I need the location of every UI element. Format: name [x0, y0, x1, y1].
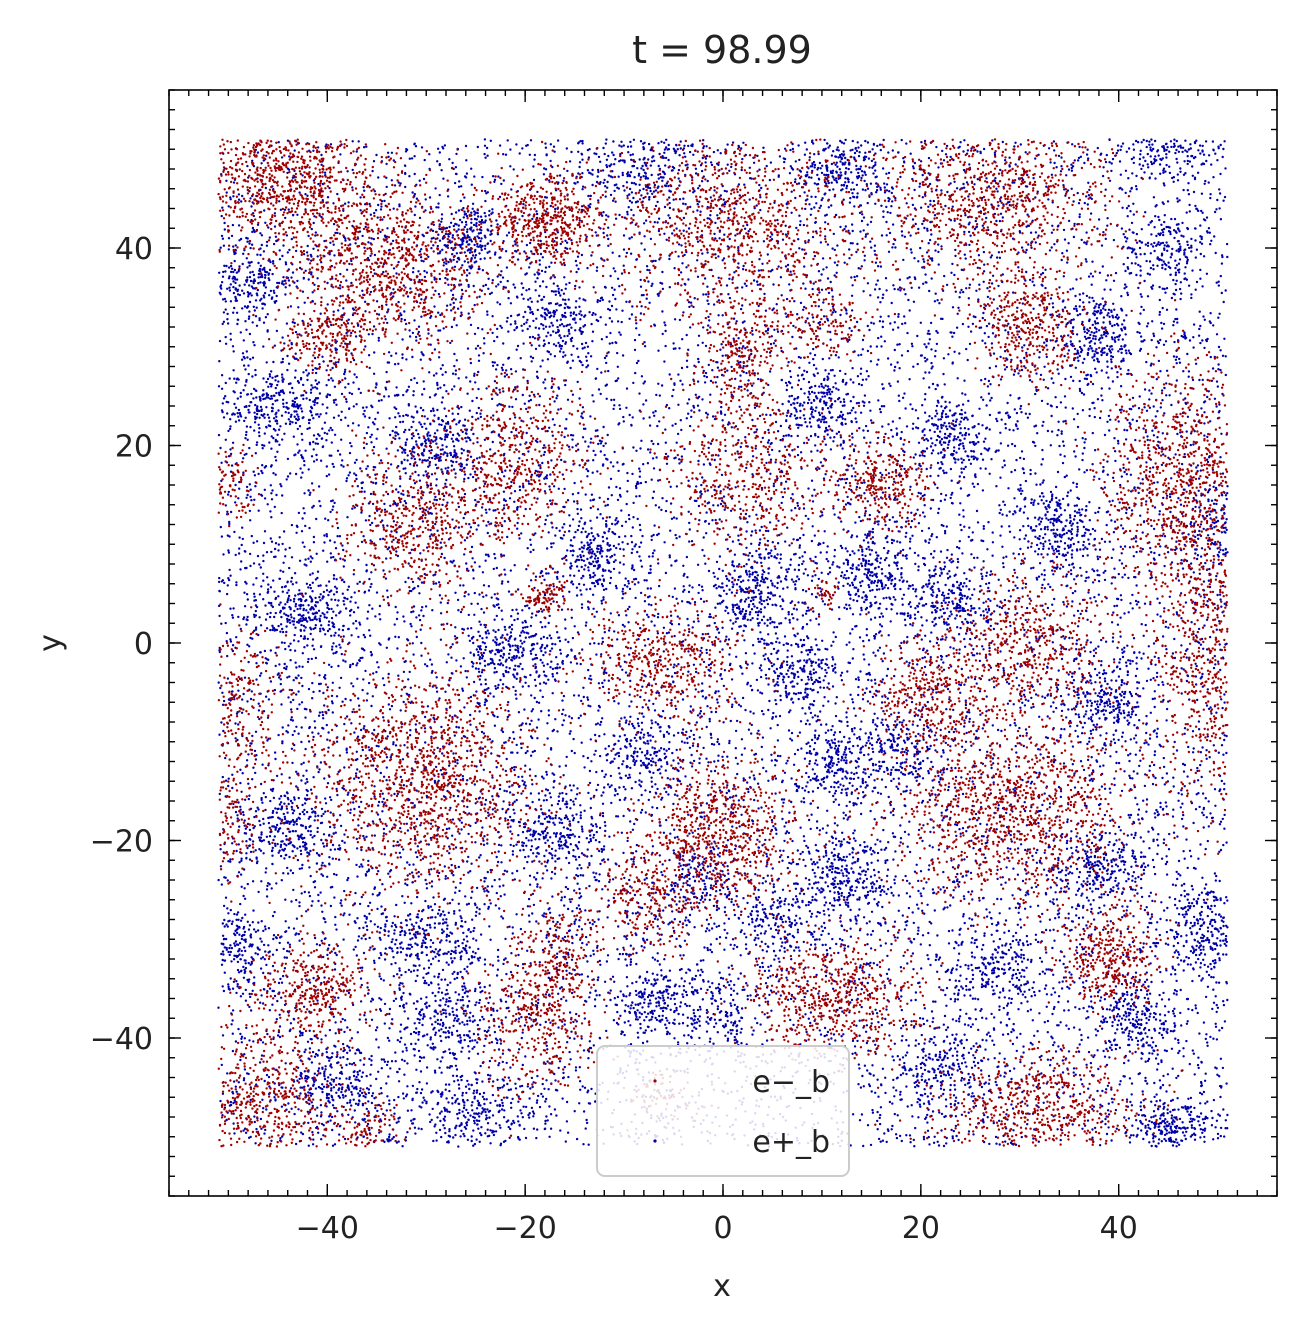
x-tick-label: −20: [493, 1211, 556, 1246]
legend-label-e-plus: e+_b: [752, 1125, 830, 1160]
ticks-layer: −40 −20 0 20 40 −40 −20 0 20 40: [90, 89, 1278, 1246]
x-tick-label: 20: [902, 1211, 940, 1246]
y-axis-label: y: [33, 634, 68, 652]
legend-box: [596, 1045, 850, 1177]
x-axis-label: x: [713, 1269, 731, 1304]
y-tick-label: −20: [90, 825, 153, 860]
y-tick-label: 0: [134, 627, 153, 662]
points-layer: [217, 138, 1229, 1148]
y-tick-label: −40: [90, 1022, 153, 1057]
y-tick-label: 20: [115, 430, 153, 465]
legend-label-e-minus: e−_b: [752, 1065, 830, 1100]
series-points-e-plus: [217, 138, 1229, 1148]
series-points-e-minus: [217, 138, 1229, 1148]
x-tick-label: 0: [713, 1211, 732, 1246]
x-tick-label: 40: [1100, 1211, 1138, 1246]
x-tick-label: −40: [296, 1211, 359, 1246]
y-tick-label: 40: [115, 232, 153, 267]
legend-marker-e-minus: [653, 1079, 657, 1083]
chart-title: t = 98.99: [632, 28, 812, 72]
legend-marker-e-plus: [653, 1139, 657, 1143]
legend: e−_b e+_b: [596, 1045, 850, 1177]
